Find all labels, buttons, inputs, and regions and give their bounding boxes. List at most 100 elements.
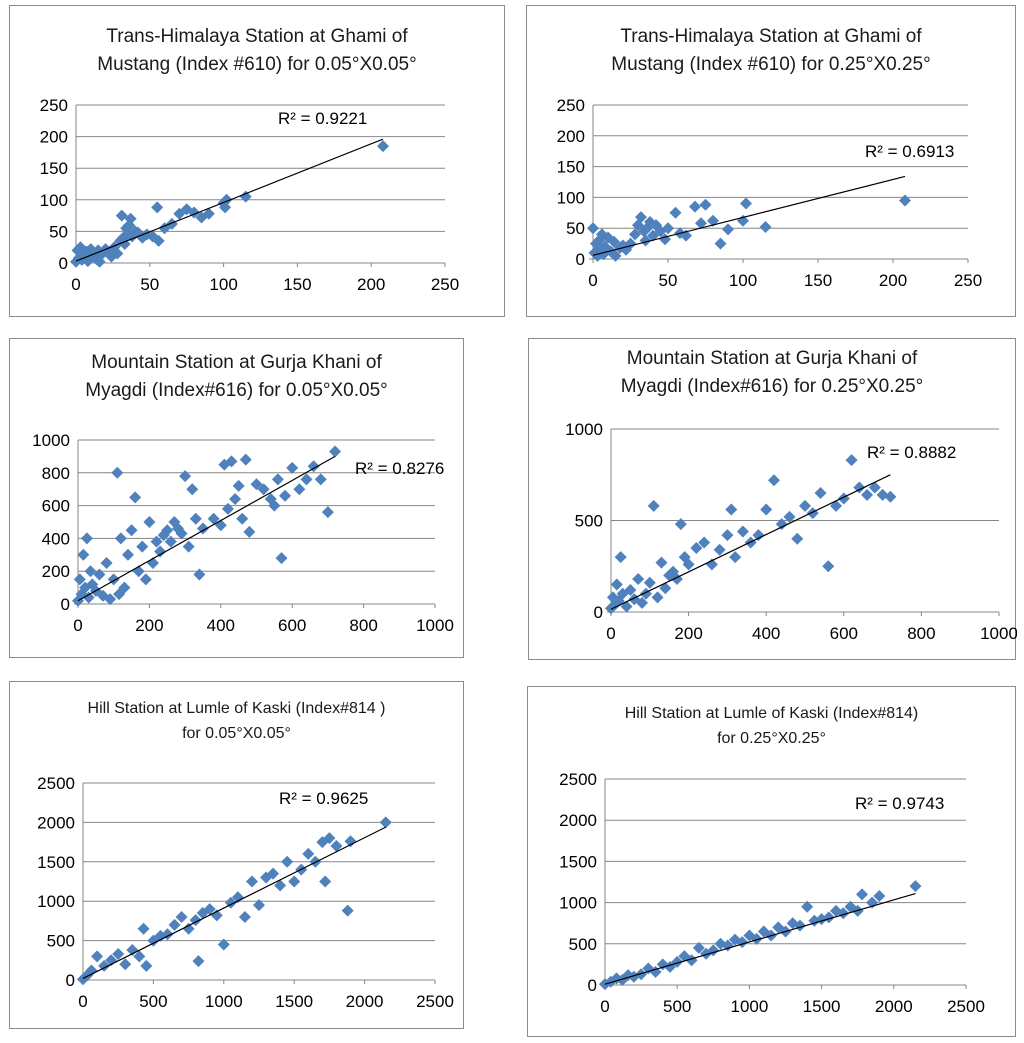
- data-point: [685, 954, 698, 967]
- chart-title-line-1: Trans-Himalaya Station at Ghami of: [620, 26, 922, 47]
- data-point: [316, 836, 329, 849]
- data-point: [111, 466, 124, 479]
- data-point: [695, 217, 707, 230]
- data-point: [861, 488, 874, 501]
- data-point: [179, 470, 192, 483]
- data-point: [837, 907, 850, 920]
- y-tick-label: 1000: [559, 894, 597, 913]
- x-tick-label: 400: [207, 616, 235, 635]
- data-point: [636, 596, 649, 609]
- data-point: [125, 524, 138, 537]
- data-point: [713, 543, 726, 556]
- x-tick-label: 200: [357, 275, 385, 294]
- y-tick-label: 100: [40, 191, 68, 210]
- x-tick-label: 0: [600, 997, 609, 1016]
- data-point: [133, 950, 146, 963]
- r-squared-label: R² = 0.8882: [867, 443, 956, 462]
- data-point: [150, 535, 163, 548]
- data-point: [714, 237, 727, 250]
- data-point: [232, 479, 245, 492]
- data-point: [114, 532, 127, 545]
- data-point: [271, 473, 284, 486]
- scatter-chart: 0 50 100 150 200 250 0 50 100 150 200 250 R² = 0.691…: [557, 96, 983, 290]
- data-point: [245, 875, 258, 888]
- data-point: [192, 955, 205, 968]
- data-point: [239, 453, 252, 466]
- x-tick-label: 200: [879, 271, 907, 290]
- trendline: [75, 138, 384, 262]
- data-point: [288, 875, 301, 888]
- data-point: [189, 512, 202, 525]
- data-point: [219, 201, 232, 214]
- data-point: [84, 565, 97, 578]
- data-point: [79, 581, 92, 594]
- data-point: [229, 493, 242, 506]
- scatter-chart: 0 500 1000 1500 2000 2500 0 500 1000 1500 2000 2500…: [559, 770, 985, 1016]
- y-tick-label: 0: [59, 254, 68, 273]
- y-tick-label: 2500: [559, 770, 597, 789]
- data-point: [772, 921, 785, 934]
- x-tick-label: 100: [729, 271, 757, 290]
- data-point: [151, 201, 164, 214]
- data-point: [168, 918, 181, 931]
- chart-title-line-2: Mustang (Index #610) for 0.25°X0.25°: [611, 54, 931, 75]
- chart-panel-3: Mountain Station at Gurja Khani of Myagd…: [9, 338, 464, 658]
- data-point: [253, 899, 265, 912]
- data-point: [329, 445, 342, 458]
- data-point: [182, 922, 195, 935]
- data-point: [100, 557, 113, 569]
- data-point: [856, 888, 869, 901]
- data-point: [614, 551, 627, 564]
- data-point: [678, 950, 691, 963]
- data-point: [609, 249, 622, 262]
- data-point: [274, 879, 287, 892]
- x-tick-label: 1500: [803, 997, 841, 1016]
- data-point: [124, 212, 137, 225]
- data-point: [207, 512, 220, 525]
- x-tick-label: 0: [606, 624, 615, 643]
- data-point: [111, 247, 124, 260]
- chart-title-line-2: for 0.25°X0.25°: [717, 730, 826, 747]
- data-point: [662, 222, 674, 235]
- data-point: [267, 867, 280, 880]
- x-tick-label: 800: [349, 616, 377, 635]
- data-point: [323, 832, 336, 845]
- data-point: [243, 525, 256, 538]
- data-point: [814, 487, 827, 500]
- data-point: [186, 483, 199, 496]
- data-point: [238, 910, 251, 923]
- data-point: [112, 947, 125, 960]
- data-point: [152, 234, 165, 247]
- x-tick-label: 2500: [416, 992, 454, 1011]
- data-point: [740, 197, 752, 210]
- y-tick-label: 1500: [559, 852, 597, 871]
- data-point: [250, 478, 263, 491]
- x-tick-label: 250: [431, 275, 459, 294]
- data-point: [344, 835, 357, 848]
- data-point: [73, 573, 86, 586]
- y-tick-label: 0: [576, 250, 585, 269]
- data-point: [837, 492, 850, 505]
- x-tick-label: 200: [135, 616, 163, 635]
- data-point: [690, 541, 703, 554]
- data-point: [639, 234, 652, 247]
- chart-title: Mountain Station at Gurja Khani of Myagd…: [10, 349, 463, 405]
- data-point: [689, 200, 701, 213]
- data-point: [700, 947, 713, 960]
- y-tick-label: 400: [42, 529, 70, 548]
- data-point: [307, 460, 320, 473]
- data-point: [655, 556, 668, 569]
- data-point: [379, 816, 392, 829]
- data-point: [671, 955, 684, 968]
- data-point: [279, 489, 292, 502]
- data-point: [139, 573, 152, 586]
- data-point: [674, 518, 687, 531]
- data-point: [118, 581, 131, 594]
- chart-panel-5: Hill Station at Lumle of Kaski (Index#81…: [9, 681, 464, 1029]
- trendline: [82, 826, 386, 979]
- data-point: [830, 499, 843, 512]
- data-point: [275, 552, 288, 565]
- data-point: [752, 529, 765, 542]
- data-point: [131, 226, 144, 239]
- data-point: [203, 903, 216, 916]
